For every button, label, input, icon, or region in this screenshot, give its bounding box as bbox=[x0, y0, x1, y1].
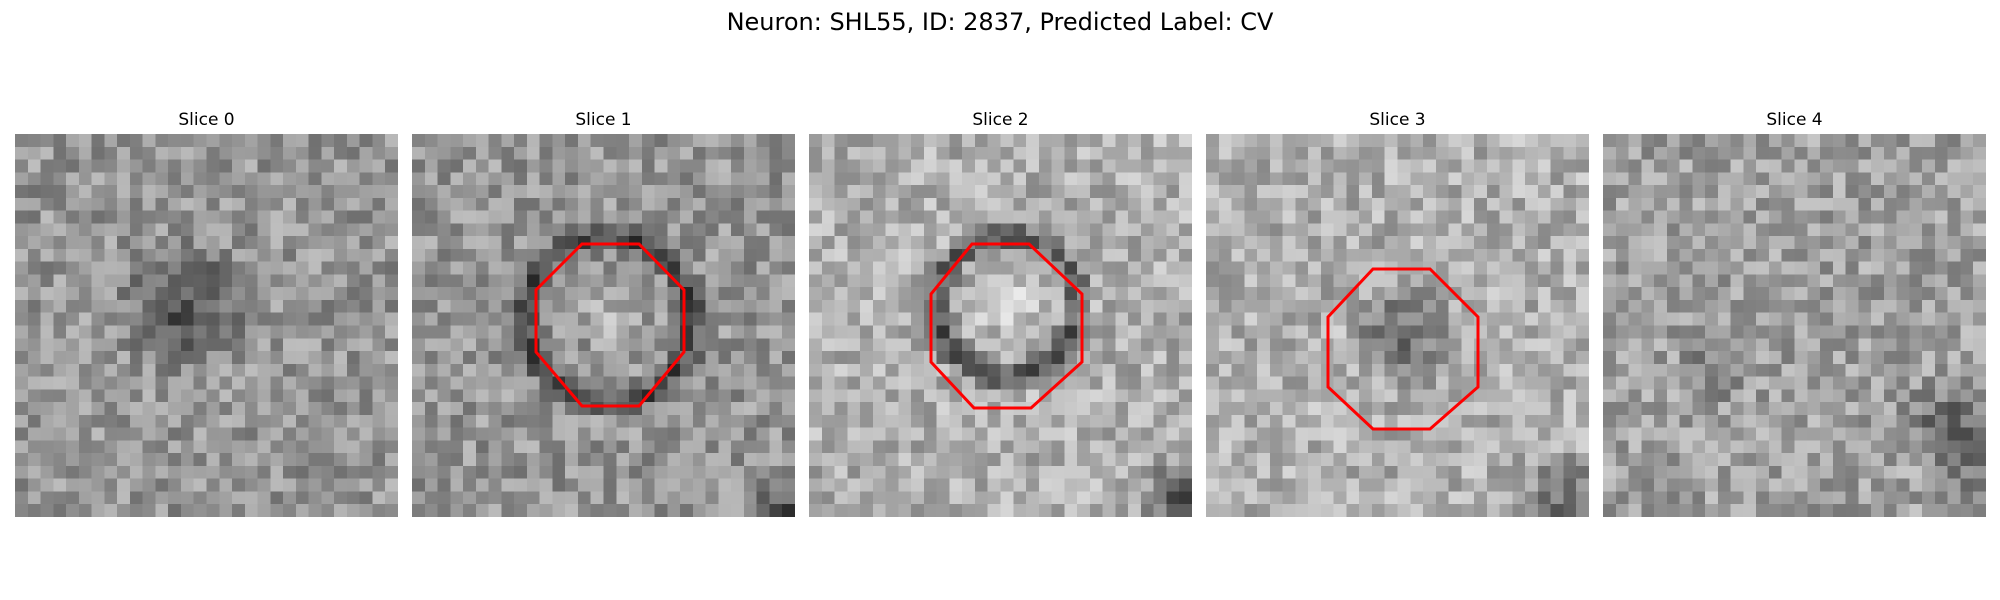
slice-title: Slice 4 bbox=[1766, 110, 1823, 130]
slice-title: Slice 1 bbox=[575, 110, 632, 130]
slice-image bbox=[1603, 134, 1986, 517]
slice-panel-1: Slice 1 bbox=[412, 110, 795, 517]
slice-title: Slice 3 bbox=[1369, 110, 1426, 130]
slice-panel-0: Slice 0 bbox=[15, 110, 398, 517]
slice-image bbox=[1206, 134, 1589, 517]
slice-panel-3: Slice 3 bbox=[1206, 110, 1589, 517]
slice-title: Slice 2 bbox=[972, 110, 1029, 130]
slice-title: Slice 0 bbox=[178, 110, 235, 130]
slice-image bbox=[809, 134, 1192, 517]
slice-image bbox=[15, 134, 398, 517]
slice-image bbox=[412, 134, 795, 517]
figure-title: Neuron: SHL55, ID: 2837, Predicted Label… bbox=[726, 8, 1274, 36]
slice-panel-2: Slice 2 bbox=[809, 110, 1192, 517]
slice-panel-4: Slice 4 bbox=[1603, 110, 1986, 517]
